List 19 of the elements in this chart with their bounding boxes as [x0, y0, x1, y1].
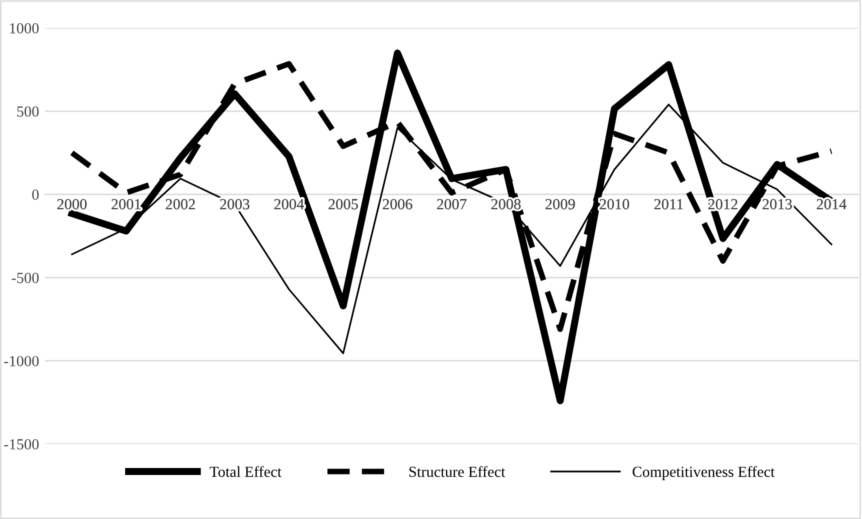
y-tick-label: -1000	[4, 356, 39, 366]
y-tick-label: 500	[17, 106, 39, 117]
y-tick-label: -500	[12, 272, 39, 284]
y-tick-label: 1000	[10, 23, 39, 34]
x-tick-label: 2002	[166, 199, 195, 210]
legend-label: Structure Effect	[409, 466, 506, 477]
x-tick-label: 2007	[437, 199, 467, 210]
x-tick-label: 2014	[816, 199, 846, 210]
x-tick-label: 2000	[57, 199, 87, 210]
legend-label: Competitiveness Effect	[632, 466, 775, 480]
legend-label: Total Effect	[210, 466, 282, 477]
x-tick-label: 2001	[112, 199, 141, 210]
x-tick-label: 2011	[654, 199, 683, 210]
x-tick-label: 2009	[546, 199, 575, 210]
x-tick-label: 2005	[328, 199, 358, 210]
x-tick-label: 2013	[762, 199, 792, 210]
y-tick-label: 0	[32, 190, 39, 200]
x-tick-label: 2006	[382, 199, 412, 210]
y-tick-label: -1500	[4, 439, 39, 450]
